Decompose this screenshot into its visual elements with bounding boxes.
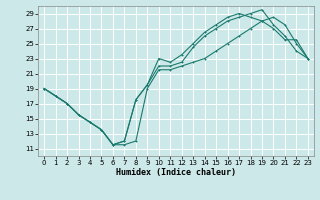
X-axis label: Humidex (Indice chaleur): Humidex (Indice chaleur)	[116, 168, 236, 177]
